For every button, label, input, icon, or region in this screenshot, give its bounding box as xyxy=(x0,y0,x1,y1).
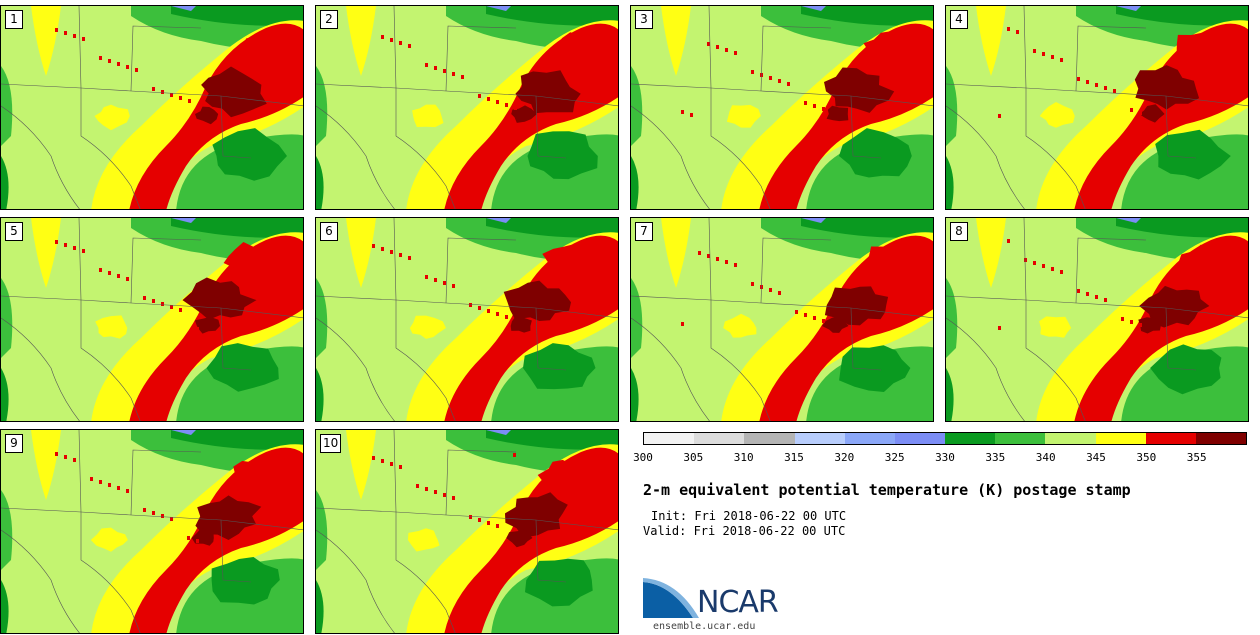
map-panel: 8 xyxy=(945,217,1249,422)
colorbar-tick-label: 300 xyxy=(633,451,653,464)
colorbar-swatch xyxy=(995,433,1046,444)
colorbar-tick-label: 315 xyxy=(784,451,804,464)
colorbar-tick-label: 325 xyxy=(884,451,905,464)
colorbar-tick-label: 335 xyxy=(985,451,1006,464)
colorbar-swatch xyxy=(694,433,745,444)
colorbar-tick-label: 305 xyxy=(683,451,704,464)
colorbar-tick-label: 340 xyxy=(1035,451,1056,464)
colorbar-tick-label: 355 xyxy=(1186,451,1207,464)
colorbar-swatch xyxy=(945,433,996,444)
colorbar-tick-label: 310 xyxy=(733,451,754,464)
colorbar-swatch xyxy=(1195,433,1247,444)
map-panel: 10 xyxy=(315,429,619,634)
init-time: Init: Fri 2018-06-22 00 UTC xyxy=(651,509,847,523)
panel-number: 3 xyxy=(635,10,653,29)
colorbar-swatch xyxy=(744,433,795,444)
colorbar xyxy=(643,432,1247,445)
valid-time: Valid: Fri 2018-06-22 00 UTC xyxy=(643,524,846,538)
map-panel: 6 xyxy=(315,217,619,422)
map-panel: 7 xyxy=(630,217,934,422)
map-panel: 4 xyxy=(945,5,1249,210)
map-panel: 5 xyxy=(0,217,304,422)
figure-title: 2-m equivalent potential temperature (K)… xyxy=(643,481,1131,499)
colorbar-swatch xyxy=(794,433,845,444)
colorbar-tick-label: 330 xyxy=(935,451,955,464)
ncar-logo-icon xyxy=(643,578,699,618)
colorbar-swatch xyxy=(1045,433,1096,444)
colorbar-tick-labels: 300 305 310 315 320 325 330 335 340 345 350 355 xyxy=(633,451,1247,465)
panel-number: 8 xyxy=(950,222,968,241)
map-panel: 9 xyxy=(0,429,304,634)
colorbar-swatch xyxy=(894,433,946,444)
map-panel: 2 xyxy=(315,5,619,210)
colorbar-swatch xyxy=(644,433,695,444)
map-panel: 3 xyxy=(630,5,934,210)
panel-number: 2 xyxy=(320,10,338,29)
ensemble-url: ensemble.ucar.edu xyxy=(653,621,756,632)
ncar-logo-text: NCAR xyxy=(697,585,779,620)
panel-number: 6 xyxy=(320,222,338,241)
colorbar-tick-label: 320 xyxy=(834,451,855,464)
colorbar-swatch xyxy=(844,433,895,444)
map-panel: 1 xyxy=(0,5,304,210)
panel-number: 4 xyxy=(950,10,968,29)
colorbar-tick-label: 350 xyxy=(1136,451,1157,464)
panel-number: 5 xyxy=(5,222,23,241)
panel-number: 1 xyxy=(5,10,23,29)
panel-number: 10 xyxy=(320,434,342,453)
colorbar-tick-label: 345 xyxy=(1086,451,1106,464)
panel-number: 7 xyxy=(635,222,653,241)
panel-number: 9 xyxy=(5,434,23,453)
colorbar-swatch xyxy=(1095,433,1146,444)
colorbar-swatch xyxy=(1145,433,1196,444)
